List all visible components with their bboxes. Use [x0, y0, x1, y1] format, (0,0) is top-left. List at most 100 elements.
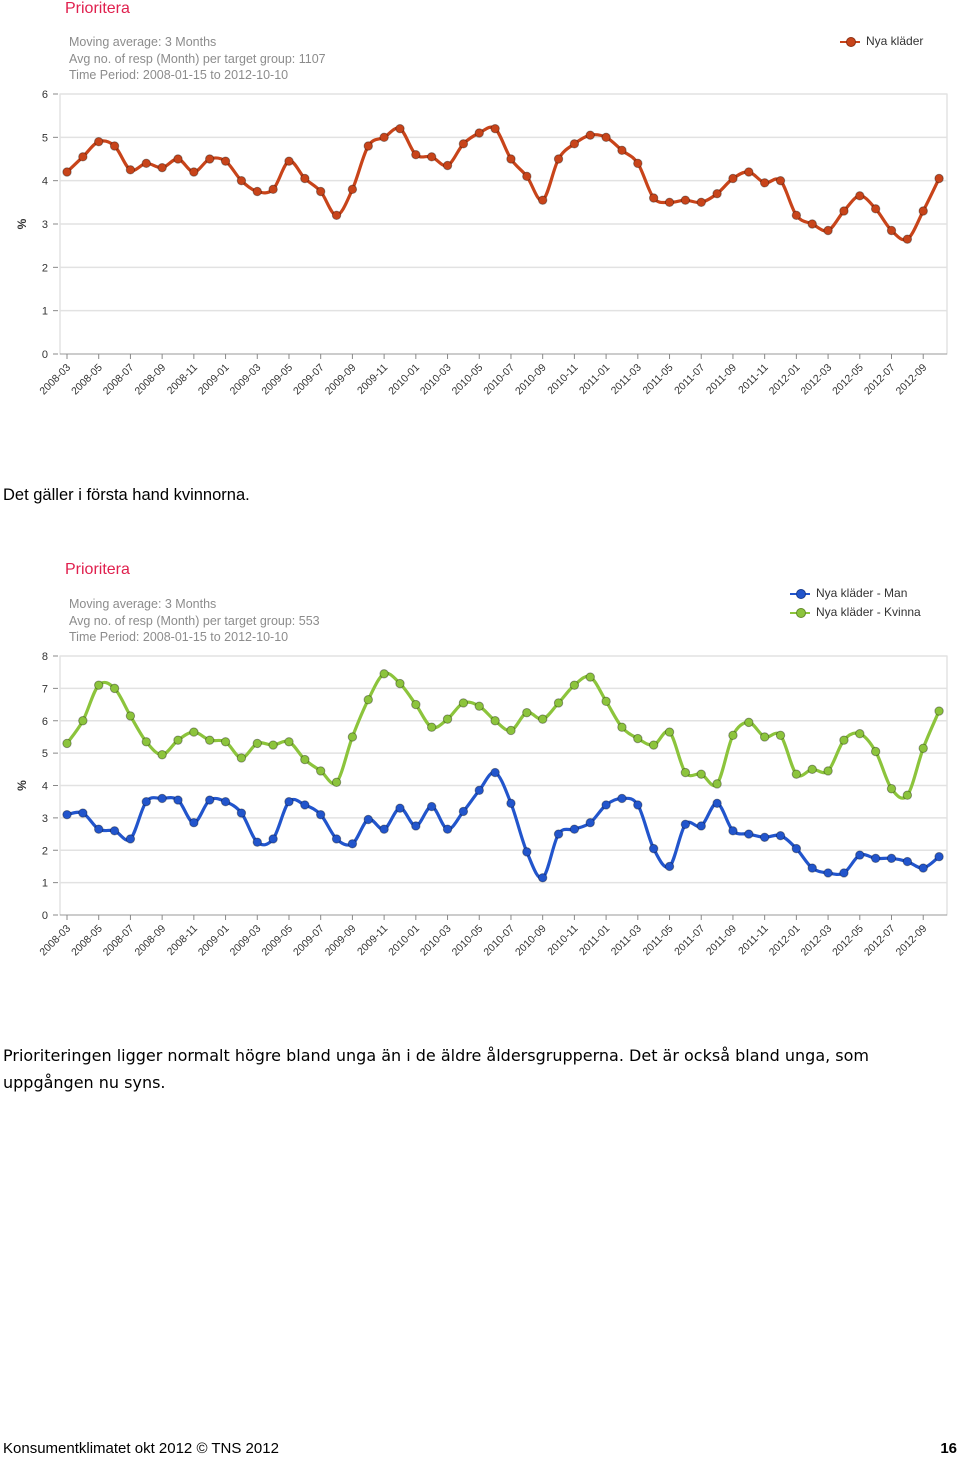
data-point — [205, 735, 215, 745]
data-point — [474, 785, 484, 796]
x-tick-label: 2011-05 — [640, 923, 675, 958]
chart-plot: 0 1 2 3 4 5 6% 2008-032008-052008-072008-092008… — [15, 89, 948, 398]
data-point — [141, 158, 151, 169]
data-point — [315, 809, 326, 820]
x-tick-label: 2009-01 — [196, 923, 232, 959]
x-tick-label: 2008-03 — [37, 362, 73, 398]
data-point — [807, 863, 817, 873]
data-point — [62, 167, 72, 177]
y-tick-label: 3 — [42, 219, 48, 231]
data-point — [807, 764, 817, 775]
x-tick-label: 2010-07 — [481, 362, 517, 398]
x-tick-label: 2008-05 — [69, 362, 105, 398]
data-point — [823, 868, 833, 878]
data-point — [442, 160, 453, 171]
chart-plot: 012345678%2008-032008-052008-072008-0920… — [15, 651, 948, 959]
data-point — [173, 795, 183, 805]
x-tick-label: 2008-11 — [165, 923, 200, 958]
data-point — [331, 210, 342, 221]
legend-label: Nya kläder - Kvinna — [816, 605, 921, 619]
data-point — [109, 141, 120, 151]
subtitle-line: Avg no. of resp (Month) per target group… — [69, 613, 320, 628]
data-point — [125, 834, 136, 844]
data-point — [791, 210, 802, 221]
data-point — [617, 793, 627, 804]
paragraph-1: Det gäller i första hand kvinnorna. — [3, 486, 250, 504]
x-tick-label: 2011-11 — [736, 923, 771, 958]
data-point — [601, 800, 611, 810]
data-point — [268, 184, 278, 195]
data-point — [94, 680, 104, 690]
data-point — [236, 753, 247, 763]
data-point — [94, 824, 104, 834]
data-point — [902, 234, 913, 244]
data-point — [395, 678, 405, 689]
data-point — [411, 699, 421, 710]
data-point — [553, 154, 564, 164]
data-point — [537, 195, 548, 205]
chart-title: Prioritera — [65, 0, 130, 17]
data-point — [791, 843, 802, 854]
data-point — [886, 784, 897, 794]
data-point — [78, 716, 88, 726]
data-point — [522, 847, 532, 857]
x-tick-label: 2009-01 — [196, 362, 232, 398]
footer-text: Konsumentklimatet okt 2012 © TNS 2012 — [3, 1440, 279, 1457]
x-tick-label: 2011-07 — [672, 923, 707, 958]
y-tick-label: 8 — [42, 651, 48, 663]
data-point — [442, 714, 453, 724]
data-point — [728, 730, 738, 741]
data-point — [220, 737, 231, 747]
data-point — [886, 853, 897, 864]
data-point — [125, 711, 136, 721]
data-point — [189, 727, 199, 737]
y-tick-label: 2 — [42, 262, 48, 274]
data-point — [189, 167, 199, 177]
data-point — [569, 824, 580, 834]
data-point — [553, 698, 564, 708]
chart-title: Prioritera — [65, 561, 130, 578]
legend-item: Nya kläder - Kvinna — [790, 603, 921, 622]
data-point — [173, 154, 183, 164]
data-point — [680, 195, 691, 205]
data-point — [315, 766, 326, 776]
data-point — [855, 850, 865, 860]
data-point — [363, 814, 373, 825]
page-footer: Konsumentklimatet okt 2012 © TNS 2012 16 — [3, 1440, 957, 1457]
x-tick-label: 2010-01 — [386, 362, 422, 398]
data-point — [300, 800, 310, 810]
x-tick-label: 2011-09 — [704, 362, 739, 397]
data-point — [648, 740, 659, 750]
data-point — [268, 834, 278, 844]
data-point — [918, 743, 928, 753]
data-point — [506, 725, 516, 736]
data-point — [426, 801, 437, 812]
data-point — [823, 766, 833, 776]
legend-label: Nya kläder — [866, 34, 924, 48]
data-point — [918, 863, 928, 873]
y-tick-label: 6 — [42, 89, 48, 101]
data-point — [633, 158, 643, 169]
x-tick-label: 2011-01 — [577, 923, 612, 958]
data-point — [426, 152, 437, 162]
data-point — [442, 824, 453, 834]
data-point — [426, 722, 437, 732]
x-tick-label: 2008-09 — [133, 923, 169, 959]
data-point — [284, 796, 294, 807]
subtitle-line: Moving average: 3 Months — [69, 597, 217, 611]
x-tick-label: 2011-05 — [640, 362, 675, 397]
data-point — [712, 779, 722, 789]
x-tick-label: 2011-01 — [577, 362, 612, 397]
data-point — [633, 800, 643, 810]
x-tick-label: 2012-01 — [767, 923, 803, 959]
x-tick-label: 2011-09 — [704, 923, 739, 958]
data-point — [664, 197, 675, 208]
x-tick-label: 2012-09 — [894, 923, 930, 959]
data-point — [109, 683, 120, 694]
chart-nya-klader-gender: Prioritera Moving average: 3 Months Avg … — [0, 556, 960, 976]
data-point — [379, 669, 389, 679]
x-tick-label: 2010-11 — [545, 362, 580, 397]
x-tick-label: 2008-03 — [37, 923, 73, 959]
x-tick-label: 2012-03 — [798, 923, 834, 959]
data-point — [474, 701, 484, 711]
